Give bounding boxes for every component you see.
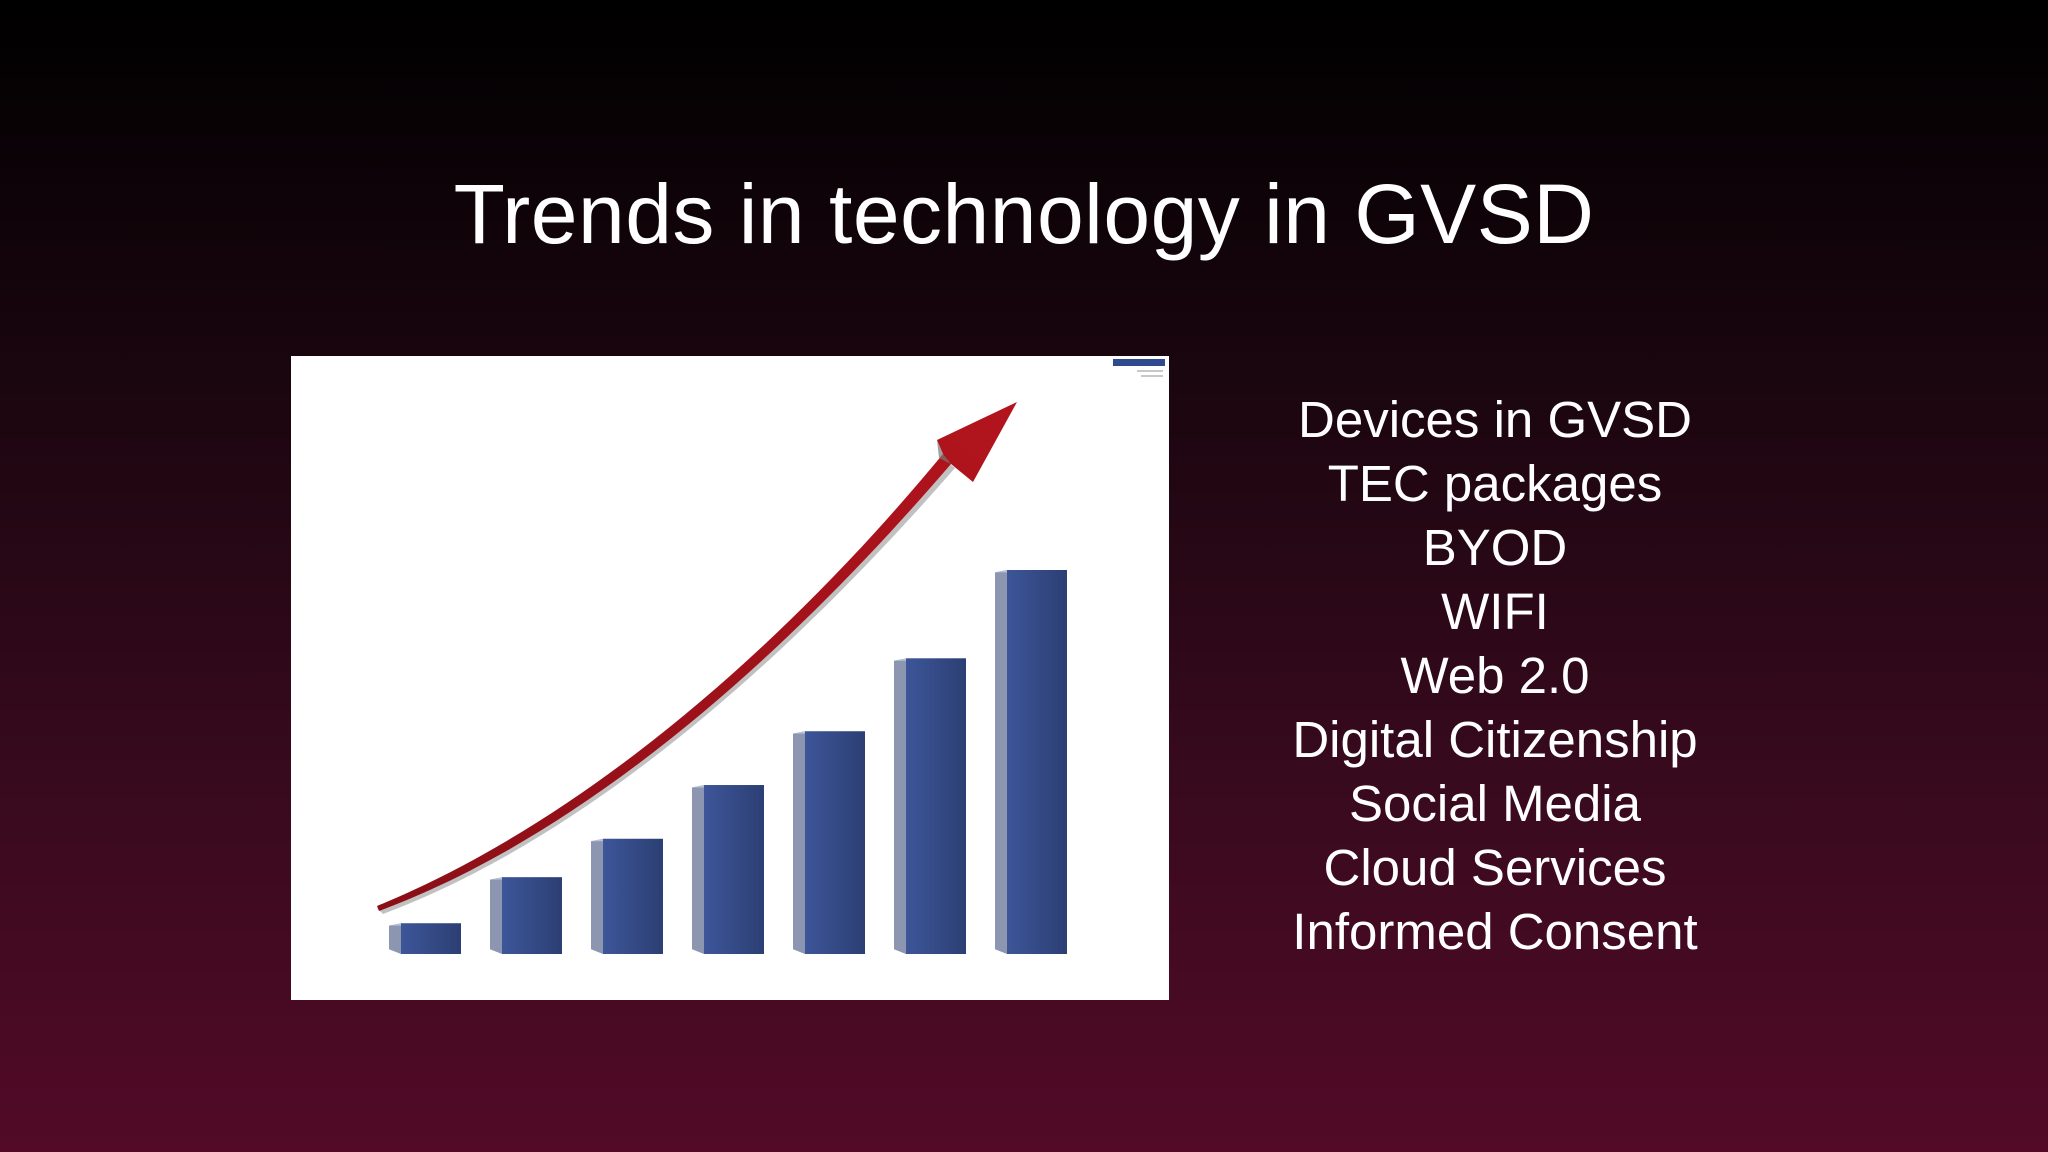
corner-caption-line — [1137, 370, 1163, 372]
topic-item: BYOD — [1422, 519, 1568, 576]
bar — [401, 923, 461, 954]
bar — [704, 785, 764, 954]
bar — [906, 658, 966, 954]
arrow-head-shadow — [937, 440, 951, 464]
slide-title: Trends in technology in GVSD — [453, 167, 1595, 262]
topic-item: Cloud Services — [1323, 839, 1667, 896]
bar — [502, 877, 562, 954]
bar — [1007, 570, 1067, 954]
bar-side — [389, 923, 401, 954]
corner-caption-line — [1141, 375, 1163, 377]
bar-side — [995, 570, 1007, 954]
topic-list: Devices in GVSD TEC packages BYOD WIFI W… — [1195, 388, 1795, 964]
topic-item: Devices in GVSD — [1298, 391, 1692, 448]
rising-arrow-icon — [377, 462, 955, 914]
topic-item: TEC packages — [1327, 455, 1663, 512]
bar-side — [692, 785, 704, 954]
topic-item: WIFI — [1441, 583, 1549, 640]
topic-item: Social Media — [1349, 775, 1641, 832]
bar-side — [793, 731, 805, 954]
topic-item: Web 2.0 — [1400, 647, 1590, 704]
bar-side — [894, 658, 906, 954]
topic-item: Informed Consent — [1292, 903, 1698, 960]
rising-arrow-body — [377, 402, 1017, 911]
growth-chart-image — [291, 356, 1169, 1000]
growth-chart-illustration — [377, 359, 1165, 954]
corner-logo-icon — [1113, 359, 1165, 366]
bar — [603, 838, 663, 954]
bar — [805, 731, 865, 954]
topic-item: Digital Citizenship — [1292, 711, 1698, 768]
bar-side — [490, 877, 502, 954]
bar-side — [591, 838, 603, 954]
